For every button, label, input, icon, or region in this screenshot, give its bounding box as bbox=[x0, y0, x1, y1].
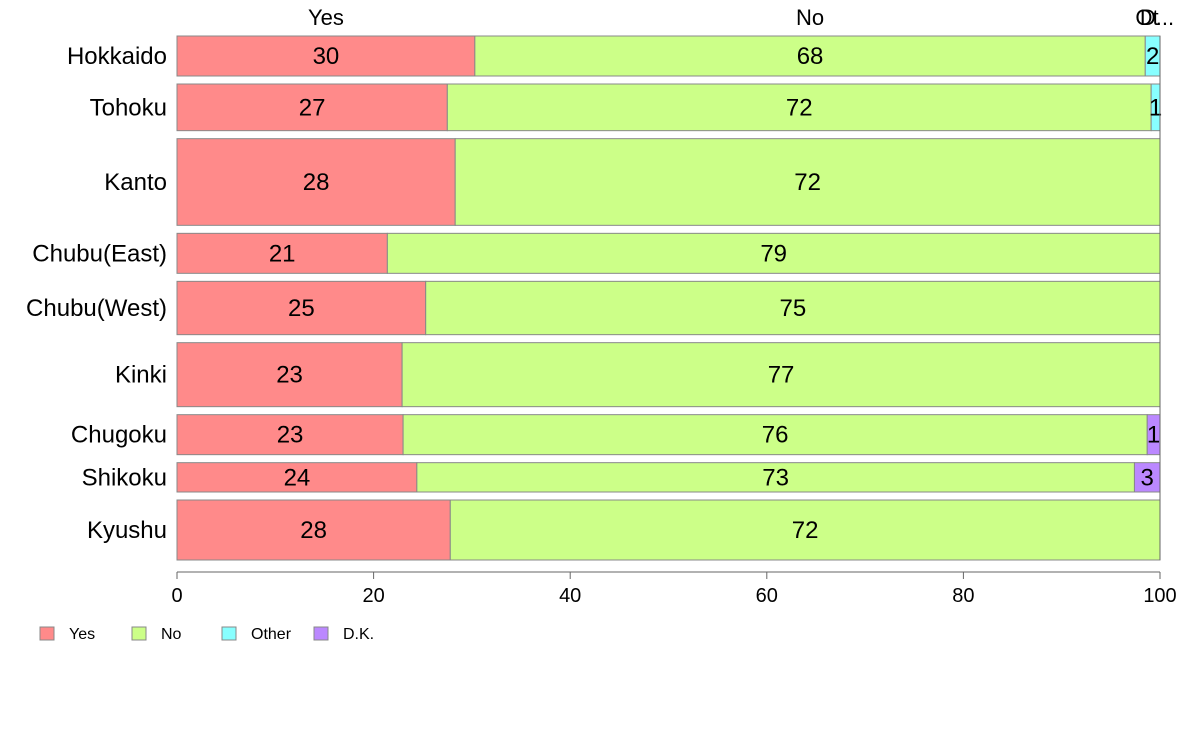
bar-segment-no-shikoku bbox=[416, 462, 1135, 493]
legend-label: Other bbox=[251, 626, 292, 643]
x-tick-label: 100 bbox=[1143, 585, 1176, 607]
data-label: 72 bbox=[786, 94, 813, 121]
bar-segment-no-chubu-east- bbox=[386, 232, 1161, 274]
data-label: 3 bbox=[1141, 464, 1154, 491]
top-series-label: No bbox=[796, 5, 824, 30]
data-label: 73 bbox=[762, 464, 789, 491]
data-label: 23 bbox=[277, 422, 304, 449]
data-label: 25 bbox=[288, 295, 315, 322]
top-series-label: Ot bbox=[1135, 5, 1158, 30]
category-label: Kinki bbox=[115, 362, 167, 389]
legend-swatch bbox=[131, 626, 147, 641]
data-label: 27 bbox=[299, 94, 326, 121]
category-label: Chubu(West) bbox=[26, 295, 167, 322]
bar-segment-yes-tohoku bbox=[176, 83, 448, 132]
bar-segment-no-kyushu bbox=[449, 499, 1161, 561]
top-series-label: D... bbox=[1140, 5, 1174, 30]
data-label: 24 bbox=[284, 464, 311, 491]
category-label: Shikoku bbox=[82, 464, 167, 491]
legend-swatch bbox=[39, 626, 55, 641]
bar-segment-no-chubu-west- bbox=[425, 280, 1161, 336]
data-label: 21 bbox=[269, 240, 296, 267]
data-label: 1 bbox=[1147, 422, 1160, 449]
bar-segment-yes-kinki bbox=[176, 342, 403, 408]
top-series-label: Yes bbox=[308, 5, 344, 30]
bar-segment-no-chugoku bbox=[402, 414, 1148, 456]
bar-segment-no-kinki bbox=[401, 342, 1161, 408]
data-label: 28 bbox=[303, 169, 330, 196]
legend-swatch bbox=[313, 626, 329, 641]
category-label: Chugoku bbox=[71, 422, 167, 449]
bar-segment-no-kanto bbox=[454, 138, 1161, 226]
category-label: Hokkaido bbox=[67, 43, 167, 70]
data-label: 77 bbox=[768, 362, 795, 389]
data-label: 79 bbox=[760, 240, 787, 267]
legend-label: Yes bbox=[69, 626, 95, 643]
x-tick-label: 20 bbox=[362, 585, 384, 607]
category-label: Tohoku bbox=[90, 94, 167, 121]
legend-swatch bbox=[221, 626, 237, 641]
bar-segment-dk-shikoku bbox=[1133, 462, 1161, 493]
bar-segment-no-tohoku bbox=[446, 83, 1152, 132]
bar-segment-no-hokkaido bbox=[474, 35, 1146, 77]
legend-label: D.K. bbox=[343, 626, 374, 643]
data-label: 28 bbox=[300, 517, 327, 544]
legend-label: No bbox=[161, 626, 182, 643]
data-label: 72 bbox=[792, 517, 819, 544]
bar-segment-yes-hokkaido bbox=[176, 35, 476, 77]
x-tick-label: 40 bbox=[559, 585, 581, 607]
bar-segment-yes-shikoku bbox=[176, 462, 418, 493]
x-tick-label: 0 bbox=[171, 585, 182, 607]
data-label: 1 bbox=[1149, 94, 1162, 121]
x-tick-label: 80 bbox=[952, 585, 974, 607]
bar-segment-yes-kanto bbox=[176, 138, 456, 226]
data-label: 75 bbox=[779, 295, 806, 322]
bar-segment-yes-chubu-east- bbox=[176, 232, 388, 274]
bar-segment-yes-kyushu bbox=[176, 499, 451, 561]
data-label: 23 bbox=[276, 362, 303, 389]
bar-segment-yes-chubu-west- bbox=[176, 280, 427, 336]
x-tick-label: 60 bbox=[756, 585, 778, 607]
data-label: 76 bbox=[762, 422, 789, 449]
category-label: Chubu(East) bbox=[32, 240, 167, 267]
data-label: 68 bbox=[797, 43, 824, 70]
data-label: 72 bbox=[794, 169, 821, 196]
data-label: 2 bbox=[1146, 43, 1159, 70]
data-label: 30 bbox=[313, 43, 340, 70]
bar-segment-yes-chugoku bbox=[176, 414, 404, 456]
category-label: Kyushu bbox=[87, 517, 167, 544]
category-label: Kanto bbox=[104, 169, 167, 196]
